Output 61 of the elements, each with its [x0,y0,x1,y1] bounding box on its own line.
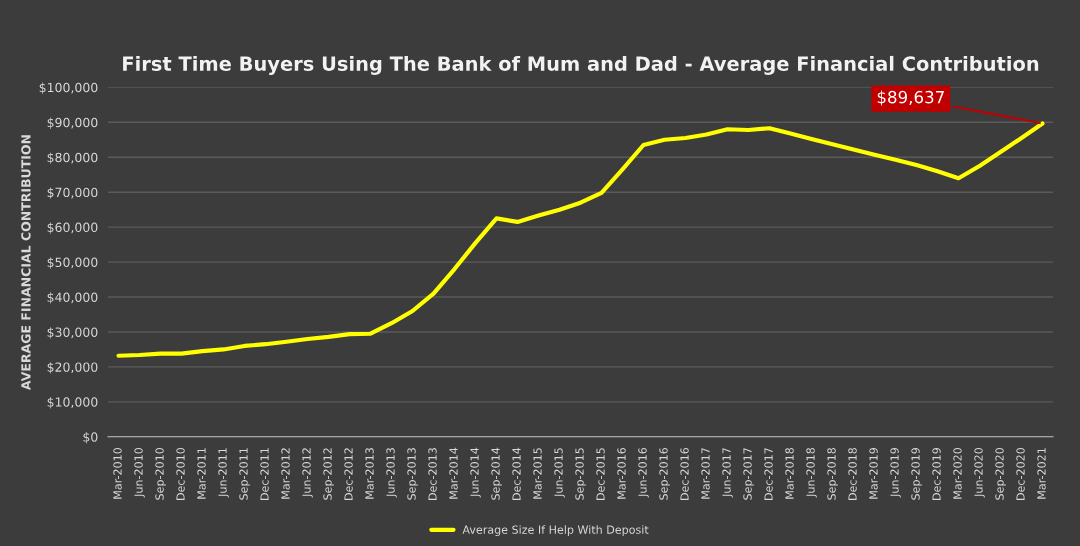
legend-label: Average Size If Help With Deposit [462,525,649,536]
x-tick-label: Sep-2012 [323,448,334,500]
x-tick-label: Sep-2016 [659,447,670,500]
x-tick-label: Jun-2011 [218,448,229,498]
x-tick-label: Mar-2018 [785,447,794,499]
annotation: $89,637 [877,90,944,106]
x-tick-label: Jun-2014 [470,447,481,498]
y-axis-title: AVERAGE FINANCIAL CONTRIBUTION [21,135,31,391]
x-tick-label: Dec-2014 [512,447,521,500]
x-tick-label: Mar-2010 [113,447,122,499]
x-tick-label: Sep-2015 [575,448,586,500]
x-tick-label: Jun-2017 [722,448,733,498]
y-tick-label: $80,000 [47,152,98,164]
y-tick-label: $0 [83,432,98,444]
x-tick-label: Dec-2010 [176,447,185,500]
x-tick-label: Mar-2021 [1037,448,1046,499]
x-tick-label: Sep-2011 [239,448,250,500]
y-tick-label: $100,000 [39,82,98,94]
x-tick-label: Dec-2018 [848,447,857,500]
y-tick-label: $10,000 [47,397,98,409]
y-tick-label: $30,000 [47,327,98,339]
x-tick-label: Dec-2017 [764,448,773,500]
x-tick-label: Mar-2012 [281,448,290,499]
x-tick-label: Mar-2017 [701,448,710,499]
x-tick-label: Dec-2011 [260,448,269,500]
x-tick-label: Jun-2012 [302,448,313,498]
x-tick-label: Dec-2020 [1016,447,1025,500]
x-tick-label: Jun-2018 [806,447,817,498]
x-tick-label: Jun-2010 [134,447,145,498]
x-tick-label: Mar-2014 [449,447,458,499]
y-tick-label: $90,000 [47,117,98,129]
x-tick-label: Mar-2015 [533,448,542,499]
x-tick-label: Sep-2020 [995,447,1006,500]
x-tick-label: Mar-2020 [953,447,962,499]
x-tick-label: Dec-2019 [932,448,941,500]
x-tick-label: Sep-2010 [155,447,166,500]
y-tick-label: $70,000 [47,187,98,199]
x-tick-label: Dec-2016 [680,447,689,500]
x-tick-label: Sep-2013 [407,448,418,500]
x-tick-label: Jun-2015 [554,448,565,498]
x-tick-label: Dec-2015 [596,448,605,500]
x-tick-label: Dec-2012 [344,448,353,500]
x-tick-label: Jun-2020 [974,447,985,498]
x-tick-label: Jun-2019 [890,448,901,498]
x-tick-label: Sep-2014 [491,447,502,500]
y-tick-label: $20,000 [47,362,98,374]
x-tick-label: Mar-2019 [869,448,878,499]
x-tick-label: Dec-2013 [428,448,437,500]
y-tick-label: $40,000 [47,292,98,304]
x-tick-label: Mar-2013 [365,448,374,499]
x-tick-label: Mar-2016 [617,447,626,499]
y-tick-label: $60,000 [47,222,98,234]
x-tick-label: Jun-2016 [638,447,649,498]
y-tick-label: $50,000 [47,257,98,269]
x-tick-label: Sep-2017 [743,448,754,500]
x-tick-label: Sep-2018 [827,447,838,500]
x-tick-label: Sep-2019 [911,448,922,500]
x-tick-label: Jun-2013 [386,448,397,498]
x-tick-label: Mar-2011 [197,448,206,499]
line-series [116,121,1045,358]
chart-title: First Time Buyers Using The Bank of Mum and Dad - Average Financial Contribution [123,55,1039,75]
